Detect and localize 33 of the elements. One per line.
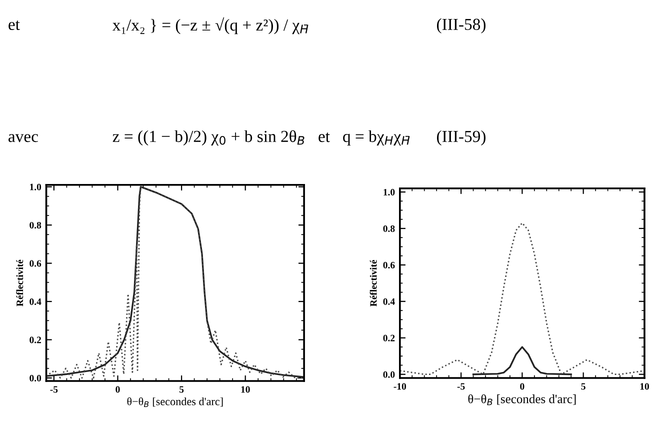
- x-tick-label: -5: [457, 383, 465, 390]
- line-series: [400, 222, 644, 376]
- x-axis-title: θ−θ$_{B}$ [secondes d'arc]: [127, 397, 223, 407]
- y-tick-label: 0.0: [30, 374, 42, 382]
- y-tick-label: 1.0: [384, 188, 395, 196]
- y-tick-label: 0.6: [30, 260, 42, 267]
- text: x₁/x₂ } = (−z ± √(q + z²)) / χ$_{H̄}$: [112, 17, 308, 34]
- text: avec: [8, 134, 38, 142]
- text: (III-58): [436, 18, 486, 34]
- y-tick-label: 0.0: [383, 371, 395, 378]
- x-tick-label: -10: [394, 383, 406, 390]
- y-axis-title: Réflectivité: [16, 260, 24, 306]
- x-axis-title: θ−θ$_{B}$ [secondes d'arc]: [468, 394, 576, 406]
- y-tick-label: 0.8: [30, 222, 42, 229]
- y-tick-label: 0.6: [383, 262, 395, 268]
- y-axis-title: Réflectivité: [370, 260, 377, 306]
- y-tick-label: 0.8: [383, 225, 395, 232]
- y-tick-label: 0.4: [383, 298, 395, 305]
- x-tick-label: 10: [241, 386, 250, 393]
- x-tick-label: 0: [520, 383, 524, 390]
- x-tick-label: 10: [640, 383, 649, 390]
- x-tick-label: 5: [180, 386, 184, 393]
- y-tick-label: 1.0: [30, 184, 42, 190]
- y-tick-label: 0.2: [30, 336, 41, 344]
- x-tick-label: 0: [116, 386, 120, 393]
- text: z = ((1 − b)/2) χ$_{0}$ + b sin 2θ$_{B}$ et q = bχ$_{H}$χ$_{H̄}$: [112, 130, 410, 146]
- y-tick-label: 0.4: [30, 298, 42, 306]
- text: (III-59): [436, 130, 486, 146]
- x-tick-label: -5: [50, 386, 58, 393]
- y-tick-label: 0.2: [383, 334, 395, 342]
- x-tick-label: 5: [581, 383, 586, 390]
- line-series: [472, 346, 572, 376]
- text: et: [8, 20, 20, 30]
